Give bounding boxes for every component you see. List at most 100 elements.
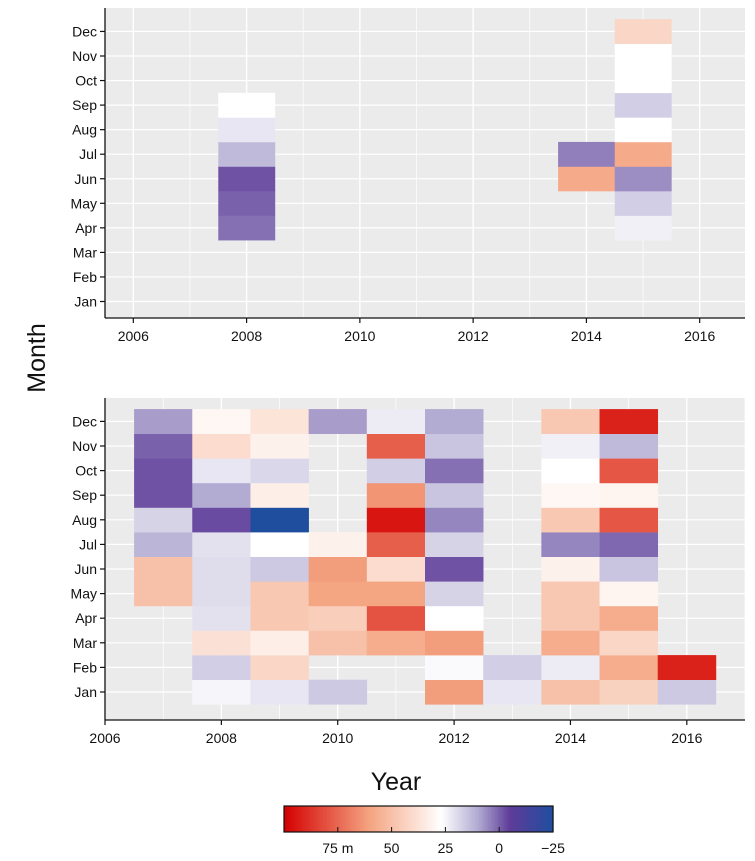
heatmap-cell-2009-jun bbox=[250, 556, 309, 582]
heatmap-cell-2014-jul bbox=[541, 532, 600, 557]
colorbar-segment bbox=[467, 806, 471, 832]
heatmap-cell-2012-nov bbox=[425, 433, 484, 459]
colorbar-segment bbox=[454, 806, 458, 832]
y-tick-label: Feb bbox=[73, 269, 97, 285]
heatmap-cell-2008-sep bbox=[192, 482, 251, 508]
y-tick-label: Oct bbox=[75, 463, 97, 479]
heatmap-cell-2008-sep bbox=[218, 92, 276, 118]
heatmap-cell-2012-jun bbox=[425, 556, 484, 582]
colorbar-segment bbox=[436, 806, 440, 832]
y-tick-label: Aug bbox=[72, 122, 97, 138]
heatmap-cell-2015-aug bbox=[614, 117, 672, 143]
x-tick-label: 2006 bbox=[118, 328, 149, 344]
heatmap-cell-2008-apr bbox=[192, 605, 251, 631]
y-tick-label: Nov bbox=[72, 48, 97, 64]
heatmap-cell-2009-sep bbox=[250, 482, 309, 508]
colorbar-segment bbox=[521, 806, 525, 832]
colorbar-segment bbox=[299, 806, 303, 832]
heatmap-cell-2009-dec bbox=[250, 409, 309, 434]
colorbar-segment bbox=[416, 806, 420, 832]
heatmap-cell-2010-may bbox=[308, 581, 368, 607]
colorbar-segment bbox=[407, 806, 411, 832]
colorbar-segment bbox=[286, 806, 290, 832]
colorbar-segment bbox=[331, 806, 334, 832]
heatmap-cell-2009-oct bbox=[250, 458, 309, 484]
heatmap-cell-2008-jun bbox=[192, 556, 251, 582]
heatmap-cell-2008-aug bbox=[218, 117, 276, 143]
x-axis-title: Year bbox=[371, 768, 422, 796]
colorbar-segment bbox=[427, 806, 431, 832]
y-tick-label: May bbox=[71, 586, 97, 602]
x-tick-label: 2016 bbox=[684, 328, 715, 344]
heatmap-cell-2014-jan bbox=[541, 679, 600, 705]
heatmap-cell-2015-jan bbox=[599, 679, 659, 705]
colorbar-segment bbox=[465, 806, 469, 832]
colorbar-segment bbox=[306, 806, 310, 832]
heatmap-cell-2014-sep bbox=[541, 482, 600, 508]
colorbar-segment bbox=[405, 806, 408, 832]
heatmap-cell-2011-oct bbox=[366, 458, 426, 484]
heatmap-cell-2012-apr bbox=[425, 605, 484, 631]
colorbar-segment bbox=[290, 806, 294, 832]
colorbar-segment bbox=[523, 806, 527, 832]
colorbar-segment bbox=[357, 806, 361, 832]
colorbar-segment bbox=[400, 806, 404, 832]
heatmap-cell-2016-jan bbox=[657, 679, 717, 705]
colorbar-segment bbox=[288, 806, 292, 832]
heatmap-cell-2012-mar bbox=[425, 630, 484, 656]
heatmap-cell-2014-feb bbox=[541, 655, 600, 680]
heatmap-cell-2011-aug bbox=[366, 507, 426, 533]
colorbar-segment bbox=[340, 806, 343, 832]
colorbar-segment bbox=[398, 806, 402, 832]
heatmap-cell-2009-feb bbox=[250, 655, 309, 680]
colorbar-segment bbox=[546, 806, 550, 832]
colorbar-segment bbox=[548, 806, 552, 832]
colorbar-segment bbox=[476, 806, 480, 832]
colorbar-segment bbox=[494, 806, 498, 832]
colorbar-segment bbox=[337, 806, 341, 832]
y-tick-label: Mar bbox=[73, 244, 97, 260]
colorbar-tick-label: 50 bbox=[384, 840, 400, 856]
y-tick-label: Jan bbox=[74, 294, 97, 310]
colorbar-segment bbox=[355, 806, 359, 832]
y-tick-label: Sep bbox=[72, 487, 97, 503]
colorbar-segment bbox=[431, 806, 435, 832]
colorbar-segment bbox=[490, 806, 494, 832]
colorbar-segment bbox=[382, 806, 386, 832]
heatmap-cell-2015-oct bbox=[599, 458, 659, 484]
colorbar-segment bbox=[544, 806, 547, 832]
colorbar-segment bbox=[505, 806, 509, 832]
colorbar-tick-label: 25 bbox=[438, 840, 454, 856]
colorbar-segment bbox=[479, 806, 482, 832]
colorbar-segment bbox=[284, 806, 287, 832]
heatmap-cell-2011-jun bbox=[366, 556, 426, 582]
heatmap-cell-2012-jan bbox=[425, 679, 484, 705]
colorbar-segment bbox=[472, 806, 476, 832]
y-tick-label: Sep bbox=[72, 97, 97, 113]
colorbar-segment bbox=[301, 806, 305, 832]
colorbar-tick-label: 0 bbox=[495, 840, 503, 856]
y-tick-label: Apr bbox=[75, 220, 97, 236]
heatmap-cell-2014-jun bbox=[541, 556, 600, 582]
heatmap-cell-2015-sep bbox=[614, 92, 672, 118]
y-tick-label: Jul bbox=[79, 146, 97, 162]
colorbar-segment bbox=[360, 806, 364, 832]
colorbar-segment bbox=[371, 806, 375, 832]
heatmap-cell-2015-jun bbox=[599, 556, 659, 582]
colorbar-segment bbox=[304, 806, 308, 832]
heatmap-cell-2013-jan bbox=[483, 679, 542, 705]
colorbar-segment bbox=[310, 806, 314, 832]
heatmap-cell-2012-jul bbox=[425, 532, 484, 557]
colorbar-segment bbox=[550, 806, 554, 832]
colorbar-segment bbox=[496, 806, 500, 832]
heatmap-cell-2008-oct bbox=[192, 458, 251, 484]
heatmap-cell-2007-sep bbox=[134, 482, 193, 508]
colorbar-segment bbox=[389, 806, 393, 832]
colorbar-segment bbox=[297, 806, 301, 832]
heatmap-cell-2015-sep bbox=[599, 482, 659, 508]
heatmap-cell-2015-aug bbox=[599, 507, 659, 533]
colorbar-segment bbox=[418, 806, 422, 832]
heatmap-cell-2014-apr bbox=[541, 605, 600, 631]
colorbar-segment bbox=[470, 806, 473, 832]
